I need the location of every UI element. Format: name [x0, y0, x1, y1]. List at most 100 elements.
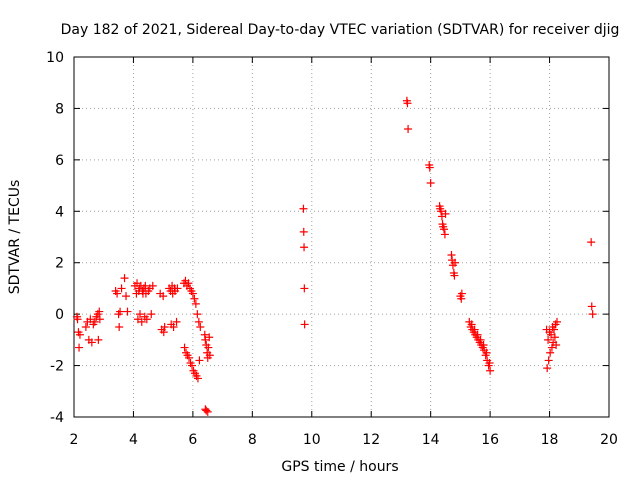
- chart-title: Day 182 of 2021, Sidereal Day-to-day VTE…: [61, 22, 620, 38]
- data-point: [441, 209, 450, 218]
- data-point: [550, 333, 559, 342]
- data-point: [437, 207, 446, 216]
- data-point: [204, 343, 213, 352]
- data-point: [95, 307, 104, 316]
- data-point: [87, 338, 96, 347]
- data-point: [122, 292, 131, 301]
- data-point: [544, 356, 553, 365]
- x-axis-label: GPS time / hours: [281, 459, 398, 475]
- data-point: [147, 310, 156, 319]
- data-point: [587, 302, 596, 311]
- data-point: [485, 359, 494, 367]
- y-tick-label: 6: [55, 153, 64, 169]
- data-point: [473, 330, 482, 339]
- data-point: [193, 374, 202, 383]
- data-point: [137, 317, 146, 326]
- data-point: [470, 325, 479, 334]
- data-point: [81, 323, 90, 331]
- data-point: [184, 279, 193, 288]
- data-point: [173, 284, 182, 293]
- data-point: [203, 407, 212, 416]
- data-point: [123, 307, 132, 316]
- data-point: [188, 289, 197, 298]
- data-point: [467, 320, 476, 329]
- data-point: [73, 315, 82, 324]
- y-tick-labels: -4 -2 0 2 4 6 8 10: [46, 50, 64, 426]
- y-tick-label: 4: [55, 204, 64, 220]
- data-point: [300, 284, 309, 293]
- data-point: [404, 125, 413, 133]
- x-tick-label: 6: [188, 432, 197, 448]
- data-point: [550, 325, 559, 334]
- data-point: [75, 343, 84, 352]
- y-axis-label: SDTVAR / TECUs: [7, 180, 23, 295]
- data-point: [94, 335, 103, 344]
- data-point: [482, 348, 491, 357]
- y-tick-label: 2: [55, 256, 64, 272]
- data-point: [195, 356, 204, 365]
- data-point: [450, 271, 459, 280]
- data-points: [72, 96, 597, 416]
- data-point: [588, 310, 597, 319]
- plot-frame: [73, 56, 610, 418]
- x-tick-label: 10: [303, 432, 321, 448]
- data-point: [120, 274, 129, 283]
- data-point: [552, 341, 561, 349]
- axis-ticks: [73, 56, 610, 418]
- data-point: [299, 204, 308, 213]
- data-point: [160, 323, 169, 331]
- data-point: [544, 335, 553, 344]
- data-point: [116, 307, 125, 316]
- data-point: [300, 320, 309, 329]
- data-point: [476, 335, 485, 344]
- data-point: [403, 99, 412, 108]
- data-point: [300, 243, 309, 252]
- data-point: [113, 289, 122, 298]
- data-point: [180, 343, 189, 352]
- data-point: [479, 341, 488, 349]
- data-point: [425, 163, 434, 172]
- data-point: [135, 310, 144, 319]
- x-tick-label: 16: [481, 432, 499, 448]
- x-tick-label: 4: [129, 432, 138, 448]
- data-point: [90, 317, 99, 326]
- data-point: [543, 364, 552, 373]
- data-point: [95, 315, 104, 324]
- data-point: [552, 317, 561, 326]
- data-point: [546, 348, 555, 357]
- y-tick-label: -2: [50, 359, 64, 375]
- data-point: [190, 294, 199, 303]
- data-point: [148, 281, 157, 290]
- data-point: [187, 361, 196, 370]
- data-point: [159, 292, 168, 301]
- x-tick-label: 8: [248, 432, 257, 448]
- data-point: [86, 315, 95, 324]
- data-point: [299, 227, 308, 236]
- y-tick-label: 8: [55, 101, 64, 117]
- data-point: [193, 310, 202, 319]
- data-point: [196, 323, 205, 331]
- x-tick-label: 18: [541, 432, 559, 448]
- data-point: [185, 353, 194, 362]
- data-point: [115, 323, 124, 331]
- x-tick-label: 20: [600, 432, 618, 448]
- data-point: [486, 366, 495, 375]
- data-point: [547, 343, 556, 352]
- y-tick-label: 10: [46, 50, 64, 66]
- grid-lines: [74, 57, 609, 417]
- data-point: [142, 315, 151, 324]
- data-point: [75, 330, 84, 339]
- data-point: [202, 406, 211, 415]
- data-point: [451, 258, 460, 267]
- data-point: [457, 289, 466, 298]
- data-point: [205, 333, 214, 342]
- data-point: [169, 323, 178, 331]
- data-point: [440, 225, 449, 234]
- x-tick-label: 2: [70, 432, 79, 448]
- y-tick-label: -4: [50, 410, 64, 426]
- y-tick-label: 0: [55, 307, 64, 323]
- data-point: [191, 299, 200, 308]
- x-tick-labels: 2 4 6 8 10 12 14 16 18 20: [70, 432, 618, 448]
- data-point: [440, 230, 449, 239]
